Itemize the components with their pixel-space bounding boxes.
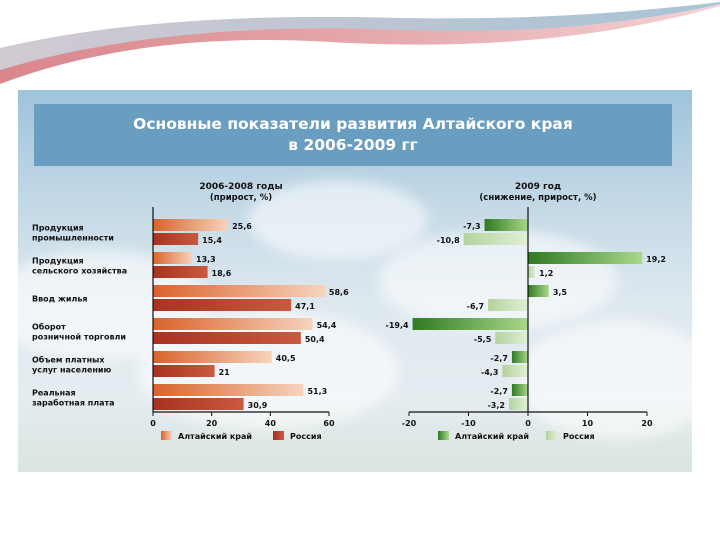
tick-label: 10 — [582, 419, 594, 428]
category-label: Оборот — [32, 322, 66, 332]
category-label: розничной торговли — [32, 333, 126, 342]
data-label: 58,6 — [329, 288, 349, 297]
bar-russia — [153, 398, 244, 410]
tick-label: 20 — [641, 419, 653, 428]
bar-russia — [153, 365, 215, 377]
right-chart-title-line1: 2009 год — [515, 182, 561, 192]
bar-altai — [153, 219, 229, 231]
slide-background: Основные показатели развития Алтайского … — [18, 90, 692, 472]
bar-altai — [511, 351, 528, 363]
slide-title-line2: в 2006-2009 гг — [288, 136, 418, 154]
data-label: -3,2 — [487, 401, 505, 410]
category-label: Продукция — [32, 257, 84, 266]
category-label: Объем платных — [32, 355, 105, 365]
bar-altai — [153, 351, 272, 363]
data-label: 51,3 — [307, 387, 327, 396]
bar-altai — [153, 285, 325, 297]
data-label: -5,5 — [474, 335, 492, 344]
data-label: 18,6 — [212, 269, 232, 278]
data-label: -6,7 — [467, 302, 485, 311]
indicators-chart: 2006-2008 годы(прирост, %)Продукцияпромы… — [32, 182, 666, 441]
legend-swatch-altai — [438, 431, 449, 440]
bar-russia — [153, 299, 292, 311]
data-label: 30,9 — [248, 401, 268, 410]
bar-altai — [153, 318, 313, 330]
data-label: 19,2 — [646, 255, 666, 264]
bar-altai — [484, 219, 528, 231]
bar-russia — [528, 266, 536, 278]
data-label: 13,3 — [196, 255, 216, 264]
tick-label: 20 — [206, 419, 218, 428]
data-label: 47,1 — [295, 302, 315, 311]
tick-label: -10 — [461, 419, 476, 428]
bar-russia — [508, 398, 528, 410]
bar-altai — [511, 384, 528, 396]
legend-swatch-russia — [546, 431, 557, 440]
tick-label: 0 — [525, 419, 531, 428]
legend-label: Алтайский край — [455, 432, 529, 441]
tick-label: 40 — [265, 419, 277, 428]
legend-label: Россия — [290, 432, 322, 441]
data-label: 21 — [219, 368, 231, 377]
data-label: 1,2 — [539, 269, 553, 278]
left-chart-title-line1: 2006-2008 годы — [199, 182, 282, 192]
legend-swatch-russia — [273, 431, 284, 440]
bar-altai — [528, 285, 549, 297]
bar-altai — [153, 252, 193, 264]
legend-label: Алтайский край — [178, 432, 252, 441]
bar-russia — [153, 233, 199, 245]
left-chart-title-line2: (прирост, %) — [210, 193, 272, 203]
bar-russia — [502, 365, 528, 377]
header-wave-decoration — [0, 0, 720, 84]
data-label: 15,4 — [202, 236, 222, 245]
data-label: -4,3 — [481, 368, 499, 377]
bar-russia — [495, 332, 528, 344]
bar-russia — [153, 266, 208, 278]
data-label: -19,4 — [386, 321, 409, 330]
category-label: Реальная — [32, 389, 76, 398]
tick-label: 60 — [323, 419, 335, 428]
bar-altai — [528, 252, 643, 264]
slide-title-line1: Основные показатели развития Алтайского … — [133, 115, 573, 133]
data-label: 3,5 — [553, 288, 568, 297]
tick-label: 0 — [150, 419, 156, 428]
legend-swatch-altai — [161, 431, 172, 440]
tick-label: -20 — [402, 419, 417, 428]
chart-2006-2008: 2006-2008 годы(прирост, %)Продукцияпромы… — [32, 182, 349, 441]
chart-2009: 2009 год(снижение, прирост, %) -7,3-10,8 1… — [386, 182, 666, 441]
bar-russia — [488, 299, 528, 311]
category-label: сельского хозяйства — [32, 267, 127, 276]
slide-title: Основные показатели развития Алтайского … — [34, 104, 672, 166]
legend-label: Россия — [563, 432, 595, 441]
data-label: 40,5 — [276, 354, 296, 363]
bar-altai — [153, 384, 304, 396]
data-label: -2,7 — [490, 387, 508, 396]
data-label: -2,7 — [490, 354, 508, 363]
data-label: 50,4 — [305, 335, 325, 344]
category-label: услуг населению — [32, 366, 112, 375]
data-label: 54,4 — [317, 321, 337, 330]
category-label: промышленности — [32, 234, 114, 243]
data-label: -7,3 — [463, 222, 481, 231]
category-label: Продукция — [32, 224, 84, 233]
category-label: заработная плата — [32, 398, 115, 408]
data-label: -10,8 — [437, 236, 460, 245]
category-label: Ввод жилья — [32, 295, 88, 304]
bar-russia — [153, 332, 301, 344]
bar-russia — [463, 233, 528, 245]
bar-altai — [412, 318, 528, 330]
right-chart-title-line2: (снижение, прирост, %) — [479, 193, 596, 203]
data-label: 25,6 — [232, 222, 252, 231]
